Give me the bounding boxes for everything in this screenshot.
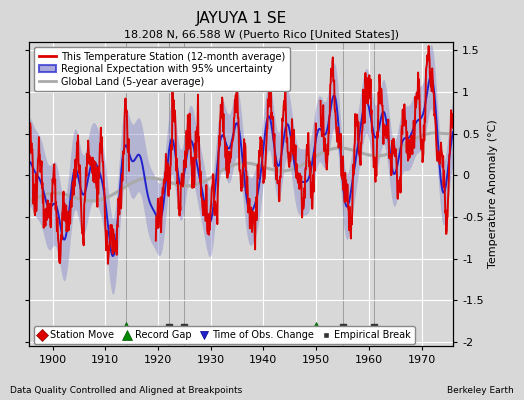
Title: JAYUYA 1 SE: JAYUYA 1 SE — [195, 10, 287, 26]
Text: 18.208 N, 66.588 W (Puerto Rico [United States]): 18.208 N, 66.588 W (Puerto Rico [United … — [125, 29, 399, 39]
Y-axis label: Temperature Anomaly (°C): Temperature Anomaly (°C) — [488, 120, 498, 268]
Text: Data Quality Controlled and Aligned at Breakpoints: Data Quality Controlled and Aligned at B… — [10, 386, 243, 395]
Legend: Station Move, Record Gap, Time of Obs. Change, Empirical Break: Station Move, Record Gap, Time of Obs. C… — [34, 326, 414, 344]
Text: Berkeley Earth: Berkeley Earth — [447, 386, 514, 395]
